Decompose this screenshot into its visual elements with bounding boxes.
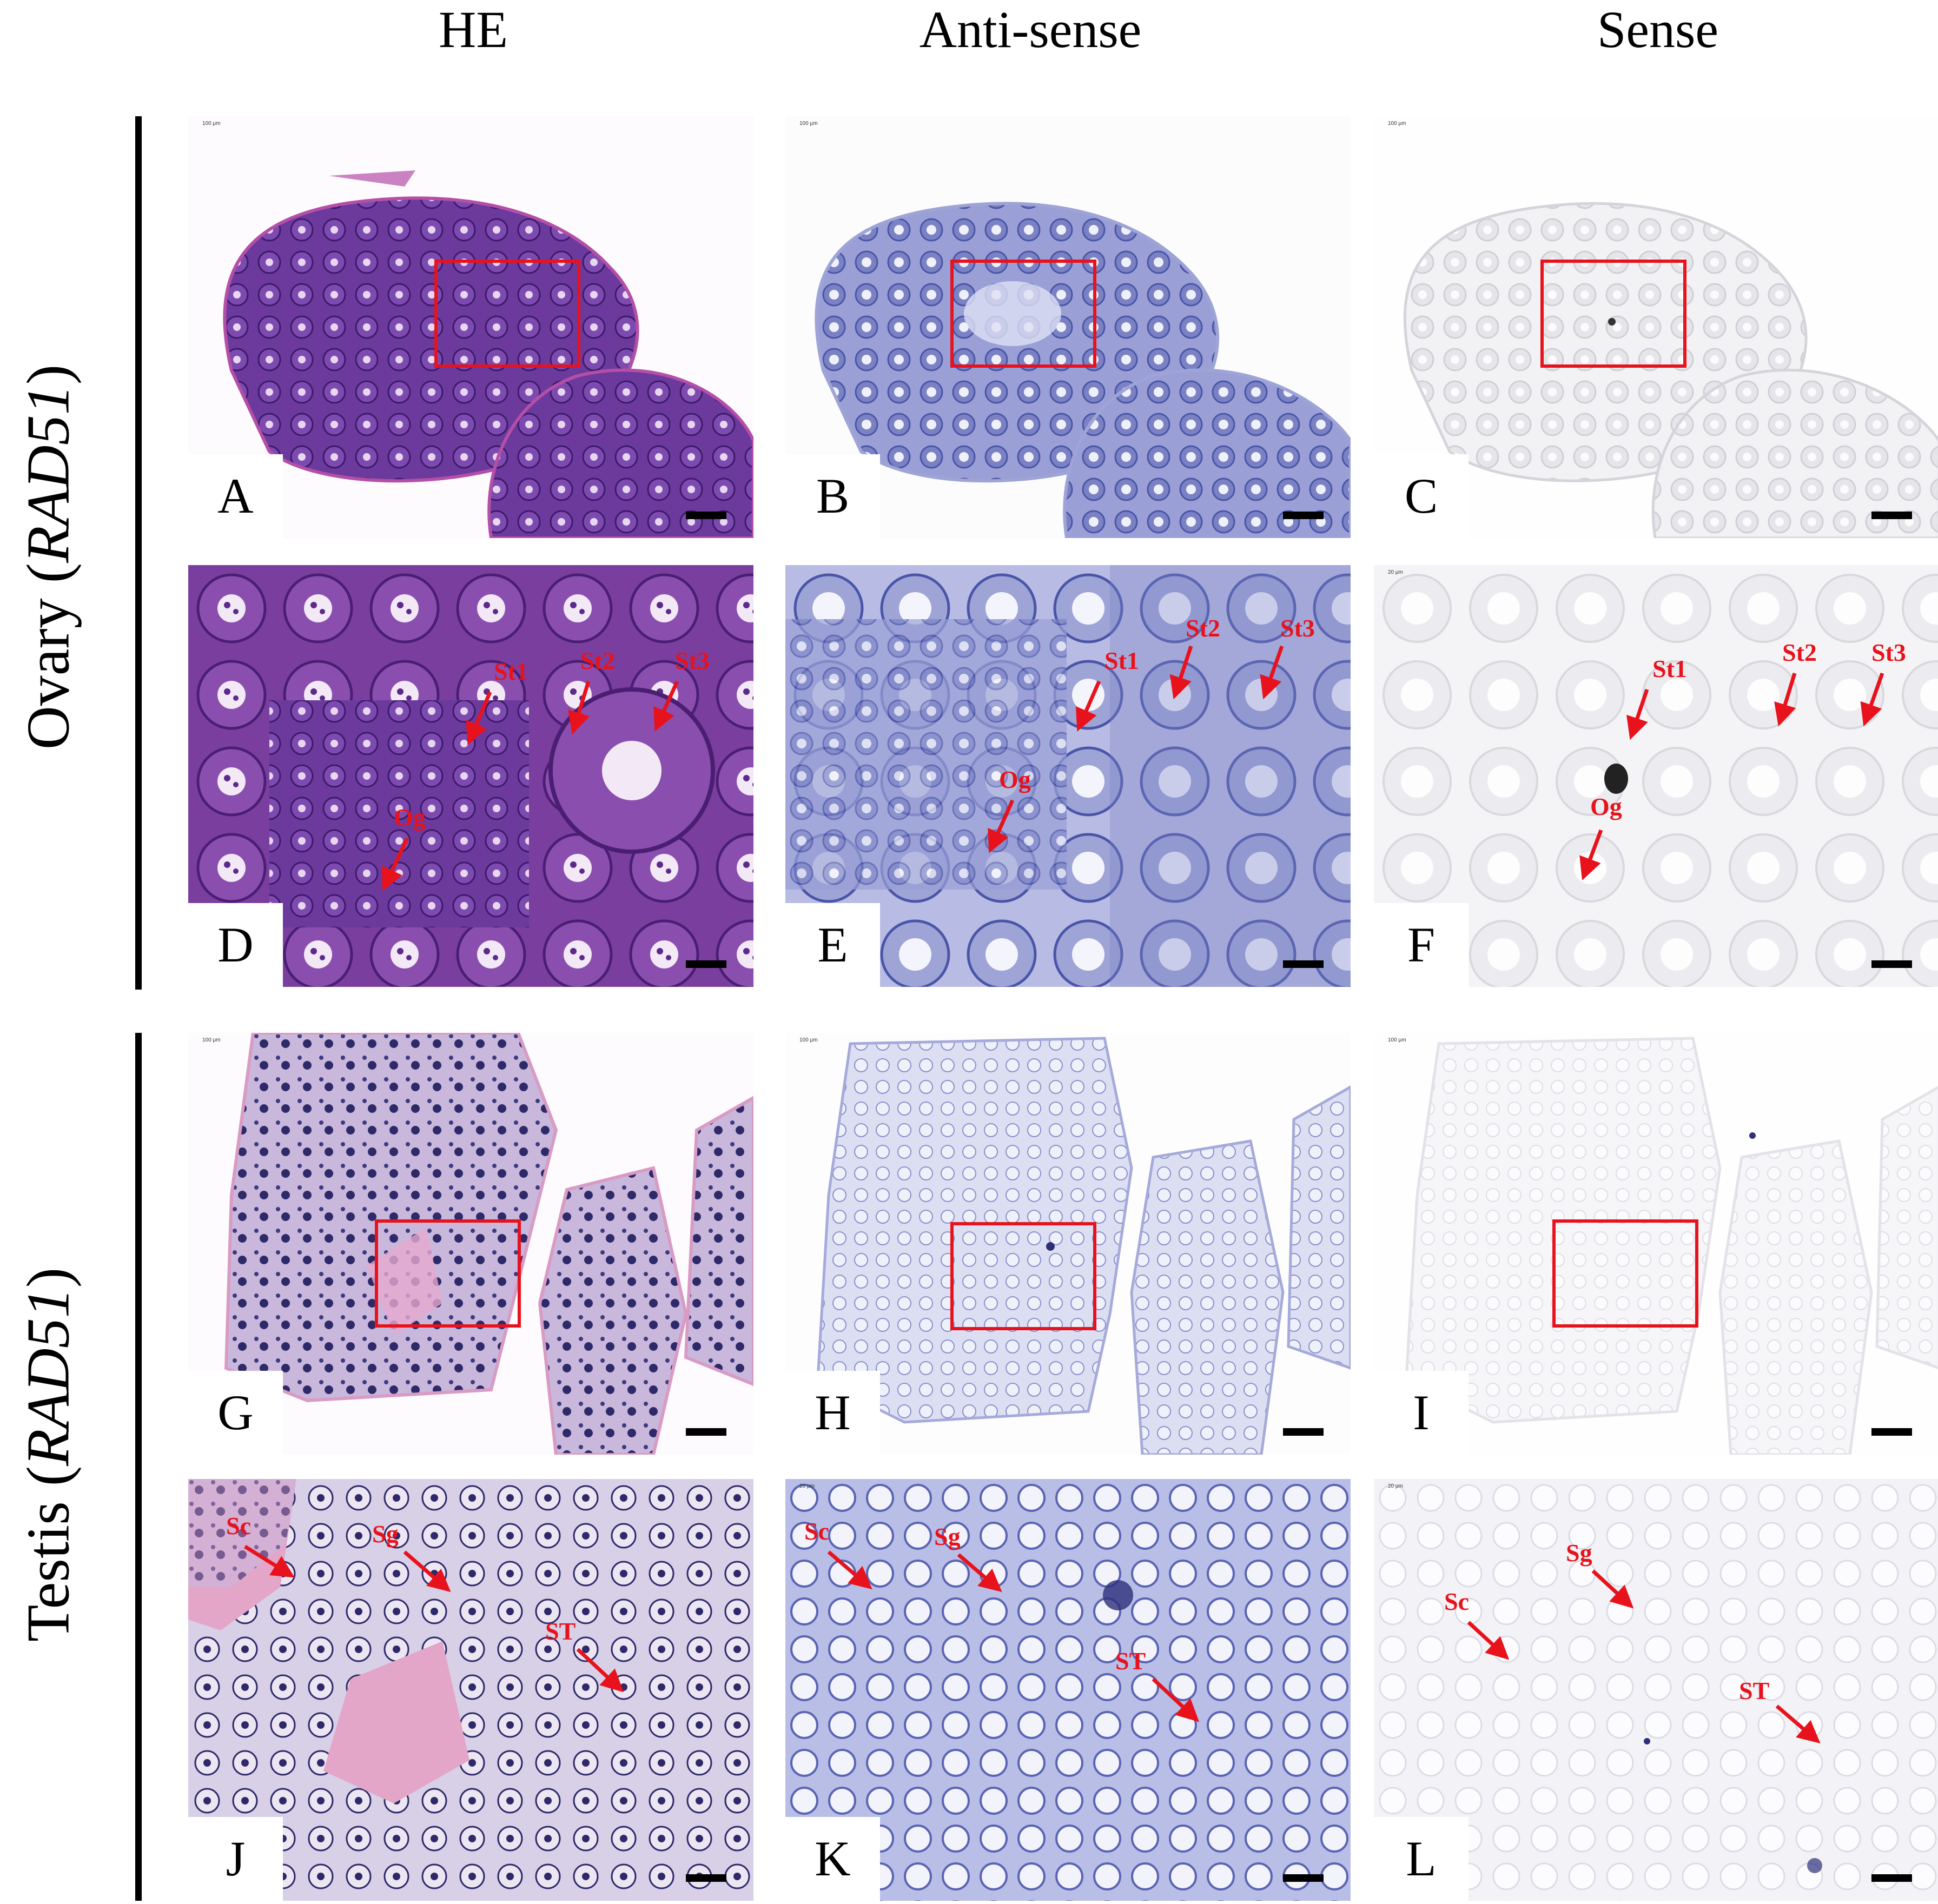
column-header-sense: Sense bbox=[1597, 1, 1718, 58]
panel-h-label: H bbox=[785, 1371, 880, 1455]
panel-e-label: E bbox=[785, 903, 880, 987]
panel-f-label-st1: St1 bbox=[1652, 655, 1687, 682]
testis-group-bar bbox=[135, 1033, 142, 1901]
panel-h-image bbox=[785, 1033, 1351, 1455]
panel-e-label-st2: St2 bbox=[1186, 614, 1220, 642]
panel-l-label-sg: Sg bbox=[1566, 1539, 1592, 1567]
panel-f-scale-bar bbox=[1871, 960, 1912, 968]
panel-c-label: C bbox=[1374, 454, 1469, 538]
panel-f-label: F bbox=[1374, 903, 1469, 987]
panel-e: St1 St2 St3 Og E bbox=[785, 565, 1351, 987]
panel-j: Sc Sg ST J bbox=[188, 1479, 753, 1901]
panel-a-label: A bbox=[188, 454, 283, 538]
panel-b-label: B bbox=[785, 454, 880, 538]
column-header-he: HE bbox=[439, 1, 508, 58]
row-label-testis-close: ) bbox=[15, 1267, 82, 1288]
panel-k: Sc Sg ST 20 μm K bbox=[785, 1479, 1351, 1901]
row-label-testis: Testis (RAD51) bbox=[14, 1268, 84, 1642]
panel-a-roi-box bbox=[434, 260, 580, 368]
panel-g-scale-bar bbox=[686, 1428, 726, 1436]
panel-c-scale-text: 100 μm bbox=[1388, 121, 1406, 127]
panel-d-label-og: Og bbox=[394, 804, 426, 831]
panel-h-scale-bar bbox=[1283, 1428, 1324, 1436]
panel-l-label-st: ST bbox=[1739, 1677, 1770, 1704]
panel-l-label: L bbox=[1374, 1817, 1469, 1901]
panel-c-scale-bar bbox=[1871, 512, 1912, 519]
panel-d-label-st3: St3 bbox=[675, 647, 710, 674]
panel-g-label: G bbox=[188, 1371, 283, 1455]
panel-c-roi-box bbox=[1540, 260, 1686, 368]
panel-a-scale-bar bbox=[686, 512, 726, 519]
panel-j-label: J bbox=[188, 1817, 283, 1901]
panel-c-image bbox=[1374, 116, 1938, 538]
panel-j-scale-bar bbox=[686, 1874, 726, 1882]
panel-k-label-sg: Sg bbox=[934, 1523, 961, 1550]
panel-h: 100 μm H bbox=[785, 1033, 1351, 1455]
panel-d-scale-bar bbox=[686, 960, 726, 968]
panel-d-label: D bbox=[188, 903, 283, 987]
panel-f-label-st2: St2 bbox=[1782, 639, 1817, 666]
panel-d: St1 St2 St3 Og D bbox=[188, 565, 753, 987]
panel-l-scale-bar bbox=[1871, 1874, 1912, 1882]
row-label-testis-gene: RAD51 bbox=[15, 1288, 82, 1466]
panel-k-scale-text: 20 μm bbox=[799, 1483, 815, 1489]
panel-l: Sc Sg ST 20 μm L bbox=[1374, 1479, 1938, 1901]
panel-e-label-og: Og bbox=[999, 766, 1031, 793]
panel-i-scale-bar bbox=[1871, 1428, 1912, 1436]
panel-b: 100 μm B bbox=[785, 116, 1351, 538]
panel-a-scale-text: 100 μm bbox=[202, 121, 221, 127]
panel-g-scale-text: 100 μm bbox=[202, 1037, 221, 1043]
row-label-ovary-gene: RAD51 bbox=[15, 384, 82, 563]
panel-l-label-sc: Sc bbox=[1444, 1588, 1469, 1615]
row-label-ovary: Ovary (RAD51) bbox=[14, 364, 84, 749]
panel-j-label-sg: Sg bbox=[372, 1520, 399, 1548]
panel-g-roi-box bbox=[375, 1219, 521, 1328]
panel-h-roi-box bbox=[950, 1222, 1096, 1330]
panel-d-label-st1: St1 bbox=[494, 658, 528, 685]
panel-c: 100 μm C bbox=[1374, 116, 1938, 538]
panel-e-scale-bar bbox=[1283, 960, 1324, 968]
panel-i-label: I bbox=[1374, 1371, 1469, 1455]
panel-b-scale-bar bbox=[1283, 512, 1324, 519]
panel-b-scale-text: 100 μm bbox=[799, 121, 818, 127]
panel-k-label: K bbox=[785, 1817, 880, 1901]
ovary-group-bar bbox=[135, 116, 142, 990]
panel-i-scale-text: 100 μm bbox=[1388, 1037, 1406, 1043]
panel-g: 100 μm G bbox=[188, 1033, 753, 1455]
panel-k-label-st: ST bbox=[1115, 1647, 1146, 1675]
panel-a: 100 μm A bbox=[188, 116, 753, 538]
panel-e-label-st1: St1 bbox=[1104, 647, 1139, 674]
panel-f-scale-text: 20 μm bbox=[1388, 569, 1403, 575]
panel-i: 100 μm I bbox=[1374, 1033, 1938, 1455]
panel-l-scale-text: 20 μm bbox=[1388, 1483, 1403, 1489]
row-label-ovary-tissue: Ovary ( bbox=[15, 562, 82, 750]
panel-i-roi-box bbox=[1552, 1219, 1698, 1328]
panel-b-roi-box bbox=[950, 260, 1096, 368]
column-header-antisense: Anti-sense bbox=[919, 1, 1142, 58]
panel-f-label-og: Og bbox=[1590, 793, 1622, 820]
row-label-testis-tissue: Testis ( bbox=[15, 1466, 82, 1642]
panel-d-label-st2: St2 bbox=[580, 647, 615, 674]
panel-f-label-st3: St3 bbox=[1871, 639, 1906, 666]
panel-j-label-st: ST bbox=[545, 1617, 576, 1645]
panel-b-image bbox=[785, 116, 1351, 538]
panel-e-label-st3: St3 bbox=[1280, 614, 1315, 642]
panel-k-label-sc: Sc bbox=[804, 1517, 829, 1545]
panel-j-label-sc: Sc bbox=[226, 1512, 251, 1540]
panel-k-scale-bar bbox=[1283, 1874, 1324, 1882]
row-label-ovary-close: ) bbox=[15, 364, 82, 385]
panel-f: St1 St2 St3 Og 20 μm F bbox=[1374, 565, 1938, 987]
panel-h-scale-text: 100 μm bbox=[799, 1037, 818, 1043]
